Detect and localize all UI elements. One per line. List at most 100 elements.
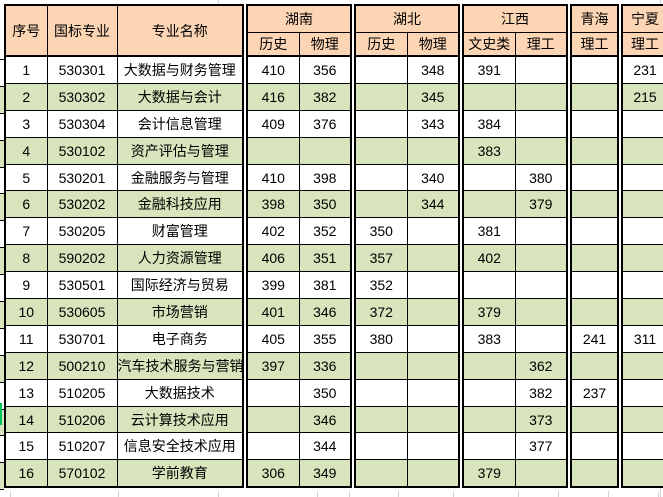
cell-s4: 379 [462, 298, 516, 326]
table-row: 1 530301 大数据与财务管理 [4, 55, 244, 84]
cell-code: 510207 [46, 432, 118, 461]
table-row: 410 398 [246, 163, 352, 192]
margin-segment [0, 60, 4, 87]
table-row: 340 [354, 163, 460, 192]
cell-s6 [570, 432, 619, 461]
margin-segment [0, 355, 4, 383]
gridline-tick [118, 491, 119, 497]
province-block-hubei: 湖北 历史 物理 348 345 343 340 344 350 357 352 372 380 [354, 4, 460, 489]
cell-s1: 351 [298, 244, 352, 273]
cell-s5 [514, 271, 568, 300]
table-row [354, 136, 460, 165]
margin-segment [0, 221, 4, 249]
table-row: 398 350 [246, 190, 352, 219]
cell-s4: 383 [462, 136, 516, 165]
table-row: 6 530202 金融科技应用 [4, 190, 244, 219]
table-row: 379 [462, 298, 568, 326]
table-row [570, 136, 619, 165]
table-row: 350 [246, 378, 352, 407]
cell-s6 [570, 244, 619, 273]
cell-s0: 402 [246, 217, 300, 246]
table-row: 405 355 [246, 324, 352, 353]
cell-no: 3 [4, 109, 48, 138]
table-row: 409 376 [246, 109, 352, 138]
margin-segment [0, 409, 4, 437]
cell-s0: 410 [246, 55, 300, 84]
gridline-tick [660, 0, 661, 4]
subject-header-science: 理工 [621, 31, 663, 57]
cell-s4 [462, 271, 516, 300]
table-row: 402 [462, 244, 568, 273]
cell-s6 [570, 163, 619, 192]
cell-s5 [514, 55, 568, 84]
table-row [570, 459, 619, 488]
table-row [246, 136, 352, 165]
table-row: 346 [246, 405, 352, 434]
table-row [621, 244, 663, 273]
table-row: 215 [621, 82, 663, 111]
cell-s7 [621, 405, 663, 434]
cell-major: 大数据技术 [116, 378, 244, 407]
cell-s5 [514, 244, 568, 273]
cell-major: 云计算技术应用 [116, 405, 244, 434]
table-row [570, 55, 619, 84]
table-row [354, 351, 460, 380]
cell-s5: 377 [514, 432, 568, 461]
cell-s4: 391 [462, 55, 516, 84]
table-row: 14 510206 云计算技术应用 [4, 405, 244, 434]
table-row [354, 378, 460, 407]
cell-s2 [354, 109, 408, 138]
cell-no: 7 [4, 217, 48, 246]
province-header-ningxia: 宁夏 [621, 4, 663, 33]
cell-major: 电子商务 [116, 324, 244, 353]
left-margin-strip [0, 4, 4, 491]
cell-no: 2 [4, 82, 48, 111]
province-header-hubei: 湖北 [354, 4, 460, 33]
table-row: 3 530304 会计信息管理 [4, 109, 244, 138]
table-row: 383 [462, 136, 568, 165]
cell-no: 1 [4, 55, 48, 84]
cell-s1 [298, 136, 352, 165]
table-row: 231 [621, 55, 663, 84]
gridline-tick [453, 491, 454, 497]
cell-s3: 348 [406, 55, 460, 84]
table-row [570, 190, 619, 219]
table-row: 8 590202 人力资源管理 [4, 244, 244, 273]
margin-segment [0, 275, 4, 303]
table-row: 5 530201 金融服务与管理 [4, 163, 244, 192]
cell-s6 [570, 136, 619, 165]
cell-code: 510206 [46, 405, 118, 434]
table-row: 406 351 [246, 244, 352, 273]
cell-s3 [406, 136, 460, 165]
cell-major: 会计信息管理 [116, 109, 244, 138]
margin-segment [0, 436, 4, 464]
table-row [621, 298, 663, 326]
cell-s4 [462, 351, 516, 380]
cell-s1: 356 [298, 55, 352, 84]
cell-s6 [570, 271, 619, 300]
table-row [570, 163, 619, 192]
table-row [354, 459, 460, 488]
cell-s1: 346 [298, 298, 352, 326]
cell-s5: 373 [514, 405, 568, 434]
table-row [621, 405, 663, 434]
cell-s3 [406, 217, 460, 246]
table-row: 13 510205 大数据技术 [4, 378, 244, 407]
cell-s1: 355 [298, 324, 352, 353]
cell-s3: 345 [406, 82, 460, 111]
cell-code: 530302 [46, 82, 118, 111]
subject-header-science: 理工 [514, 31, 568, 57]
gridline-tick [658, 491, 659, 497]
gridline-tick [608, 491, 609, 497]
cell-s3: 343 [406, 109, 460, 138]
table-row [570, 298, 619, 326]
cell-s7 [621, 190, 663, 219]
cell-s0 [246, 378, 300, 407]
cell-s7 [621, 163, 663, 192]
cell-s2 [354, 136, 408, 165]
table-row: 10 530605 市场营销 [4, 298, 244, 326]
table-row [462, 82, 568, 111]
table-row: 391 [462, 55, 568, 84]
cell-code: 530301 [46, 55, 118, 84]
table-row [570, 109, 619, 138]
